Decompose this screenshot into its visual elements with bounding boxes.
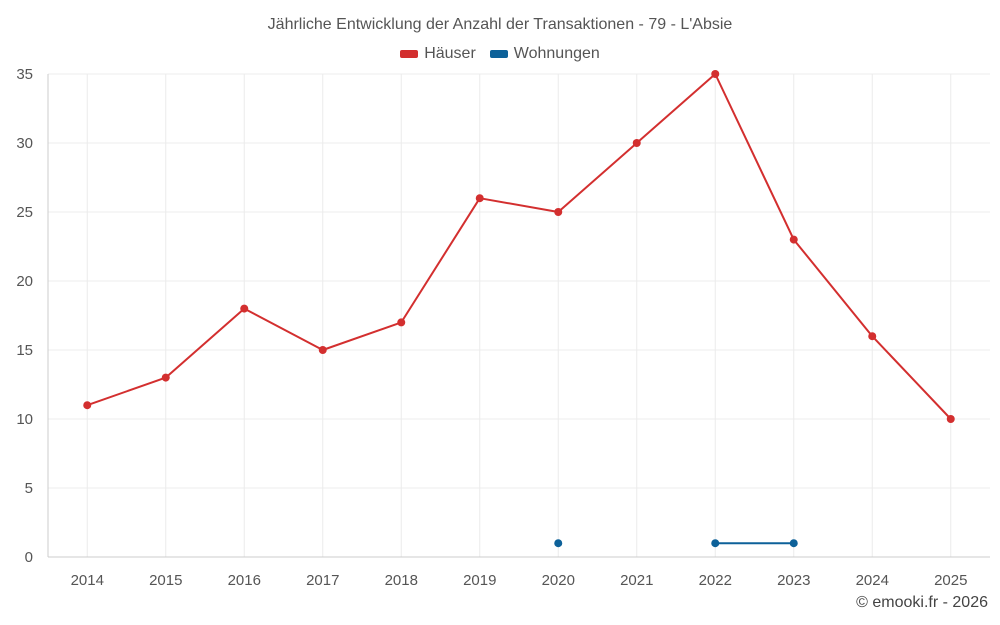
chart-title: Jährliche Entwicklung der Anzahl der Tra…: [267, 16, 733, 33]
legend-label-haeuser: Häuser: [424, 45, 476, 62]
legend-label-wohnungen: Wohnungen: [513, 45, 600, 62]
legend-swatch-wohnungen: [489, 50, 508, 58]
data-point-haeuser-2022: [711, 70, 720, 78]
legend: Häuser Wohnungen: [0, 45, 1000, 63]
x-tick-label: 2014: [71, 572, 104, 589]
data-point-haeuser-2014: [83, 401, 92, 410]
y-tick-label: 10: [16, 411, 33, 428]
credit-text: © emooki.fr - 2026: [856, 594, 988, 611]
x-tick-label: 2017: [306, 572, 339, 589]
series-line-haeuser: [86, 73, 952, 420]
legend-swatch-haeuser: [400, 50, 419, 58]
data-point-haeuser-2020: [554, 208, 563, 216]
x-tick-label: 2023: [777, 572, 810, 589]
data-point-wohnungen-2022: [711, 539, 720, 548]
data-point-haeuser-2015: [161, 373, 170, 382]
y-tick-label: 5: [25, 480, 33, 497]
y-tick-label: 0: [25, 549, 33, 566]
y-tick-label: 20: [16, 273, 33, 290]
data-point-haeuser-2023: [789, 235, 798, 244]
data-point-haeuser-2018: [397, 318, 406, 327]
x-tick-label: 2020: [542, 572, 575, 589]
data-point-wohnungen-2023: [789, 539, 798, 548]
x-tick-label: 2021: [620, 572, 653, 589]
data-point-haeuser-2017: [318, 346, 327, 354]
legend-item-wohnungen[interactable]: Wohnungen: [489, 45, 600, 63]
data-point-haeuser-2024: [868, 332, 877, 341]
data-point-haeuser-2019: [475, 194, 484, 203]
legend-item-haeuser[interactable]: Häuser: [400, 45, 476, 63]
data-point-haeuser-2016: [240, 304, 249, 313]
y-tick-label: 25: [16, 204, 33, 221]
x-tick-label: 2015: [149, 572, 182, 589]
x-tick-label: 2024: [856, 572, 889, 589]
y-tick-label: 15: [16, 342, 33, 359]
x-tick-label: 2016: [228, 572, 261, 589]
x-tick-label: 2022: [699, 572, 732, 589]
y-tick-label: 35: [16, 66, 33, 83]
data-point-haeuser-2021: [632, 139, 641, 147]
y-tick-label: 30: [16, 135, 33, 152]
x-tick-label: 2018: [385, 572, 418, 589]
x-tick-label: 2025: [934, 572, 967, 589]
data-point-wohnungen-2020: [554, 539, 563, 548]
data-point-haeuser-2025: [946, 415, 955, 423]
x-tick-label: 2019: [463, 572, 496, 589]
